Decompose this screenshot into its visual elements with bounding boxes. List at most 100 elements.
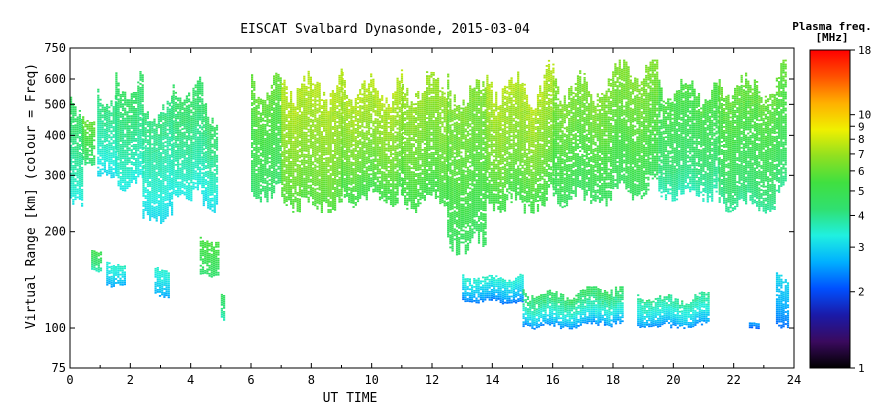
echo-mark: [264, 124, 266, 126]
echo-mark: [281, 83, 283, 85]
echo-mark: [297, 132, 299, 134]
echo-mark: [273, 101, 275, 103]
echo-mark: [281, 181, 283, 183]
echo-mark: [162, 180, 164, 182]
echo-mark: [169, 143, 171, 145]
echo-mark: [82, 132, 84, 134]
echo-mark: [273, 117, 275, 119]
echo-mark: [192, 124, 194, 126]
echo-mark: [338, 201, 340, 203]
echo-mark: [160, 182, 162, 184]
echo-mark: [115, 130, 117, 132]
echo-mark: [338, 159, 340, 161]
echo-mark: [299, 111, 301, 113]
echo-mark: [321, 153, 323, 155]
echo-mark: [330, 101, 332, 103]
echo-mark: [129, 173, 131, 175]
echo-mark: [74, 130, 76, 132]
echo-mark: [131, 137, 133, 139]
echo-mark: [316, 82, 318, 84]
echo-mark: [79, 172, 81, 174]
echo-mark: [299, 127, 301, 129]
echo-mark: [156, 124, 158, 126]
echo-mark: [253, 85, 255, 87]
echo-mark: [104, 153, 106, 155]
echo-mark: [251, 82, 253, 84]
echo-mark: [162, 182, 164, 184]
echo-mark: [292, 181, 294, 183]
echo-mark: [297, 138, 299, 140]
echo-mark: [288, 175, 290, 177]
echo-mark: [264, 148, 266, 150]
echo-mark: [118, 111, 120, 113]
echo-mark: [277, 132, 279, 134]
echo-mark: [79, 198, 81, 200]
echo-mark: [173, 184, 175, 186]
echo-mark: [197, 89, 199, 91]
echo-mark: [207, 183, 209, 185]
echo-mark: [153, 145, 155, 147]
echo-mark: [303, 194, 305, 196]
echo-mark: [167, 189, 169, 191]
echo-mark: [321, 107, 323, 109]
echo-mark: [327, 201, 329, 203]
echo-mark: [184, 102, 186, 104]
echo-mark: [209, 178, 211, 180]
echo-mark: [283, 134, 285, 136]
echo-mark: [122, 147, 124, 149]
echo-mark: [106, 130, 108, 132]
echo-mark: [260, 115, 262, 117]
echo-mark: [142, 191, 144, 193]
echo-mark: [153, 153, 155, 155]
echo-mark: [124, 96, 126, 98]
echo-mark: [342, 154, 344, 156]
echo-mark: [179, 146, 181, 148]
echo-mark: [173, 148, 175, 150]
echo-mark: [323, 112, 325, 114]
echo-mark: [314, 84, 316, 86]
echo-mark: [288, 131, 290, 133]
echo-mark: [209, 208, 211, 210]
echo-mark: [251, 92, 253, 94]
echo-mark: [273, 171, 275, 173]
echo-mark: [253, 167, 255, 169]
echo-mark: [72, 181, 74, 183]
echo-mark: [124, 104, 126, 106]
echo-mark: [330, 167, 332, 169]
echo-mark: [137, 128, 139, 130]
echo-mark: [312, 183, 314, 185]
echo-mark: [334, 115, 336, 117]
echo-mark: [286, 166, 288, 168]
echo-mark: [283, 200, 285, 202]
echo-mark: [149, 217, 151, 219]
echo-mark: [167, 215, 169, 217]
echo-mark: [314, 198, 316, 200]
echo-mark: [192, 122, 194, 124]
echo-mark: [99, 155, 101, 157]
echo-mark: [156, 186, 158, 188]
echo-mark: [216, 185, 218, 187]
echo-mark: [332, 172, 334, 174]
echo-mark: [253, 147, 255, 149]
echo-mark: [149, 159, 151, 161]
echo-mark: [271, 143, 273, 145]
echo-mark: [308, 83, 310, 85]
echo-mark: [110, 172, 112, 174]
echo-mark: [334, 109, 336, 111]
echo-mark: [255, 165, 257, 167]
echo-mark: [93, 139, 95, 141]
echo-mark: [199, 119, 201, 121]
echo-mark: [316, 88, 318, 90]
echo-mark: [336, 193, 338, 195]
echo-mark: [126, 127, 128, 129]
echo-mark: [325, 157, 327, 159]
echo-mark: [160, 200, 162, 202]
echo-mark: [137, 136, 139, 138]
echo-mark: [184, 136, 186, 138]
echo-mark: [179, 98, 181, 100]
echo-mark: [81, 169, 83, 171]
echo-mark: [160, 140, 162, 142]
echo-mark: [142, 217, 144, 219]
echo-mark: [336, 95, 338, 97]
echo-mark: [131, 173, 133, 175]
